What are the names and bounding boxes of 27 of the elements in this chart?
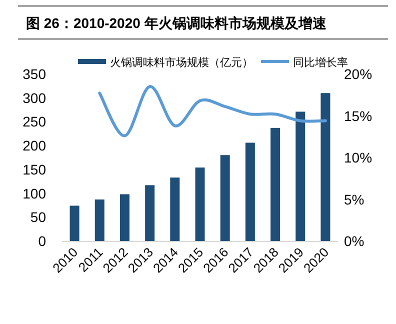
bar bbox=[245, 142, 255, 241]
legend-label: 同比增长率 bbox=[293, 56, 348, 69]
y2-tick-label: 0% bbox=[344, 233, 364, 249]
bar bbox=[70, 206, 80, 241]
bar bbox=[195, 168, 205, 241]
y2-tick-label: 20% bbox=[344, 66, 372, 82]
bar bbox=[94, 199, 104, 241]
y2-tick-label: 10% bbox=[344, 150, 372, 166]
y-tick-label: 200 bbox=[22, 138, 46, 154]
y2-tick-label: 15% bbox=[344, 108, 372, 124]
y-tick-label: 100 bbox=[22, 185, 46, 202]
bar bbox=[270, 128, 280, 241]
y2-tick-label: 5% bbox=[344, 191, 364, 208]
y-tick-label: 50 bbox=[30, 209, 46, 226]
bar bbox=[320, 93, 330, 241]
legend-label: 火锅调味料市场规模（亿元） bbox=[110, 56, 253, 69]
y-tick-label: 150 bbox=[22, 161, 46, 178]
chart-title: 图 26：2010-2020 年火锅调味料市场规模及增速 bbox=[26, 15, 328, 31]
bar bbox=[296, 112, 306, 241]
y-tick-label: 0 bbox=[38, 233, 46, 249]
bar bbox=[120, 194, 130, 241]
bar bbox=[145, 185, 155, 241]
y-tick-label: 300 bbox=[22, 90, 46, 106]
y-tick-label: 350 bbox=[22, 66, 46, 82]
y-tick-label: 250 bbox=[22, 114, 46, 130]
bar bbox=[220, 155, 230, 241]
bar bbox=[170, 178, 180, 241]
